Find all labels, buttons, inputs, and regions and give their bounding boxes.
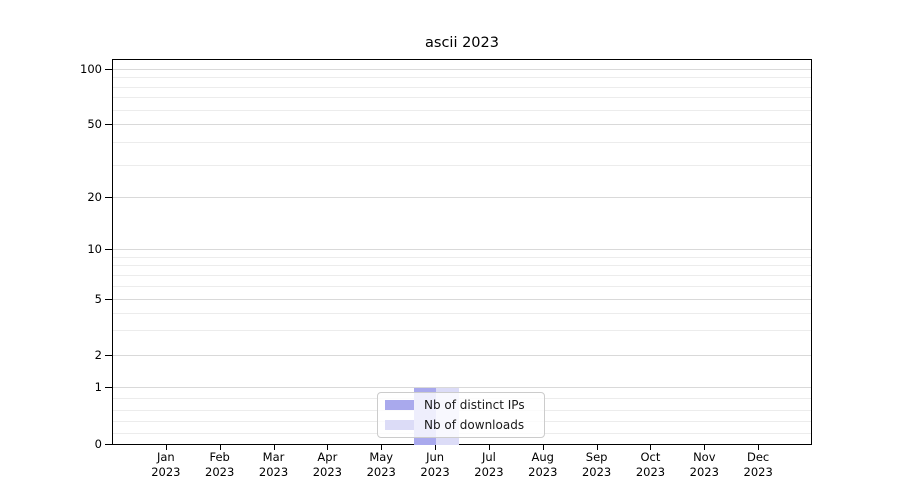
- gridline-minor: [113, 164, 811, 166]
- y-tick-mark: [105, 387, 113, 388]
- gridline-minor: [113, 256, 811, 258]
- gridline-minor: [113, 97, 811, 99]
- x-tick-year: 2023: [581, 465, 612, 479]
- y-tick-label: 0: [94, 437, 102, 451]
- x-tick-month: Dec: [747, 450, 770, 464]
- legend-label: Nb of distinct IPs: [424, 398, 525, 413]
- y-tick-label: 10: [87, 242, 102, 256]
- gridline-minor: [113, 141, 811, 143]
- legend: Nb of distinct IPs Nb of downloads: [377, 392, 545, 438]
- gridline-major: [113, 299, 811, 300]
- x-tick-year: 2023: [151, 465, 181, 479]
- x-tick-year: 2023: [635, 465, 666, 479]
- x-tick-label: May 2023: [351, 450, 411, 480]
- x-tick-label: Oct 2023: [620, 450, 680, 480]
- gridline-minor: [113, 330, 811, 332]
- x-tick-mark: [542, 445, 544, 450]
- x-tick-month: Apr: [317, 450, 338, 464]
- x-tick-mark: [488, 445, 490, 450]
- y-tick-label: 2: [94, 348, 102, 362]
- x-tick-year: 2023: [258, 465, 289, 479]
- x-tick-year: 2023: [474, 465, 504, 479]
- gridline-major: [113, 387, 811, 388]
- gridline-major: [113, 69, 811, 70]
- x-tick-mark: [219, 445, 221, 450]
- gridline-major: [113, 249, 811, 250]
- x-tick-label: Aug 2023: [513, 450, 573, 480]
- gridline-major: [113, 355, 811, 356]
- x-tick-label: Nov 2023: [674, 450, 734, 480]
- y-tick-label: 1: [94, 380, 102, 394]
- x-tick-month: Jun: [426, 450, 445, 464]
- x-tick-mark: [165, 445, 167, 450]
- x-tick-month: May: [369, 450, 394, 464]
- x-tick-mark: [327, 445, 329, 450]
- x-tick-label: Apr 2023: [297, 450, 357, 480]
- x-tick-mark: [381, 445, 383, 450]
- x-tick-mark: [596, 445, 598, 450]
- x-tick-label: Sep 2023: [567, 450, 627, 480]
- x-tick-month: Jan: [156, 450, 175, 464]
- y-tick-mark: [105, 249, 113, 250]
- gridline-minor: [113, 265, 811, 267]
- y-tick-mark: [105, 69, 113, 70]
- x-tick-label: Jun 2023: [405, 450, 465, 480]
- x-tick-year: 2023: [312, 465, 343, 479]
- legend-row: Nb of distinct IPs: [385, 397, 536, 414]
- gridline-minor: [113, 285, 811, 287]
- gridline-minor: [113, 109, 811, 111]
- x-tick-mark: [758, 445, 760, 450]
- gridline-minor: [113, 274, 811, 276]
- x-tick-mark: [273, 445, 275, 450]
- x-tick-month: Nov: [693, 450, 716, 464]
- y-tick-mark: [105, 355, 113, 356]
- x-tick-year: 2023: [420, 465, 450, 479]
- legend-swatch: [385, 419, 414, 430]
- x-tick-year: 2023: [528, 465, 558, 479]
- y-tick-mark: [105, 124, 113, 125]
- x-tick-year: 2023: [205, 465, 235, 479]
- x-tick-year: 2023: [366, 465, 396, 479]
- chart-title: ascii 2023: [425, 35, 499, 51]
- x-tick-month: Oct: [640, 450, 661, 464]
- x-tick-label: Jul 2023: [459, 450, 519, 480]
- y-tick-mark: [105, 197, 113, 198]
- y-tick-label: 50: [87, 117, 102, 131]
- y-tick-mark: [105, 444, 113, 445]
- gridline-minor: [113, 86, 811, 88]
- x-tick-month: Sep: [585, 450, 608, 464]
- gridline-minor: [113, 312, 811, 314]
- plot-area: Nb of distinct IPs Nb of downloads: [112, 59, 812, 445]
- x-tick-label: Dec 2023: [728, 450, 788, 480]
- gridline-major: [113, 124, 811, 125]
- y-tick-mark: [105, 299, 113, 300]
- gridline-minor: [113, 77, 811, 79]
- x-tick-year: 2023: [689, 465, 719, 479]
- y-tick-label: 100: [80, 62, 102, 76]
- x-tick-month: Jul: [481, 450, 496, 464]
- x-tick-mark: [650, 445, 652, 450]
- gridline-major: [113, 197, 811, 198]
- legend-row: Nb of downloads: [385, 417, 536, 434]
- x-tick-label: Mar 2023: [244, 450, 304, 480]
- x-tick-year: 2023: [743, 465, 773, 479]
- y-tick-label: 20: [87, 190, 102, 204]
- x-tick-label: Jan 2023: [136, 450, 196, 480]
- legend-label: Nb of downloads: [424, 417, 525, 432]
- x-tick-mark: [704, 445, 706, 450]
- x-tick-month: Mar: [262, 450, 285, 464]
- legend-swatch: [385, 400, 414, 411]
- x-tick-label: Feb 2023: [190, 450, 250, 480]
- y-tick-label: 5: [94, 292, 102, 306]
- x-tick-month: Aug: [531, 450, 554, 464]
- x-tick-mark: [435, 445, 437, 450]
- x-tick-month: Feb: [209, 450, 230, 464]
